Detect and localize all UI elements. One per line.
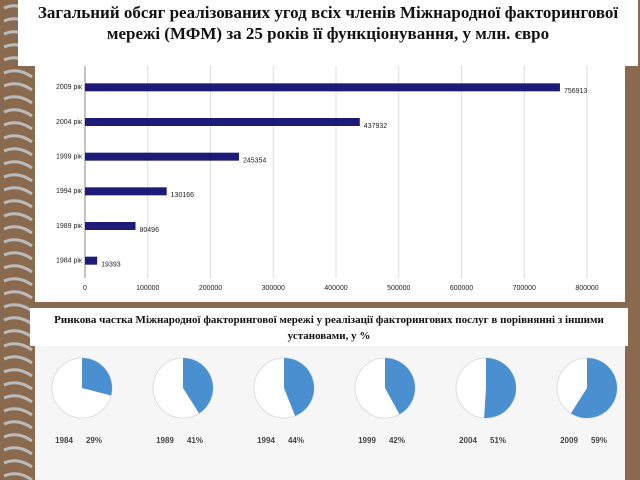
pie-year: 1989 — [156, 436, 174, 445]
value-label: 756913 — [564, 88, 587, 95]
pie-title: Ринкова частка Міжнародної факторингової… — [30, 308, 628, 346]
ring — [3, 82, 33, 92]
spiral-binding — [3, 4, 33, 480]
pie-slice — [484, 358, 517, 419]
x-tick-label: 500000 — [387, 285, 410, 292]
pie-panel — [35, 344, 625, 480]
ring — [3, 147, 33, 157]
ring — [3, 173, 33, 183]
value-label: 245354 — [243, 158, 266, 165]
ring — [3, 407, 33, 417]
x-tick-label: 800000 — [575, 285, 598, 292]
y-tick-label: 1999 рік — [56, 153, 83, 161]
pie-slice — [570, 358, 618, 419]
ring — [3, 199, 33, 209]
ring — [3, 472, 33, 480]
x-tick-label: 400000 — [324, 285, 347, 292]
pie-slice — [82, 358, 113, 396]
ring — [3, 420, 33, 430]
ring — [3, 251, 33, 261]
ring — [3, 69, 33, 79]
pie-year: 1999 — [358, 436, 376, 445]
x-tick-label: 100000 — [136, 285, 159, 292]
ring — [3, 433, 33, 443]
ring — [3, 342, 33, 352]
x-tick-label: 300000 — [262, 285, 285, 292]
bar — [85, 118, 360, 126]
bar — [85, 222, 136, 230]
bar — [85, 152, 239, 161]
ring — [3, 459, 33, 469]
ring — [3, 186, 33, 196]
ring — [3, 290, 33, 300]
ring — [3, 277, 33, 287]
y-tick-label: 1984 рік — [56, 257, 83, 265]
ring — [3, 381, 33, 391]
y-tick-label: 1994 рік — [56, 187, 83, 195]
value-label: 19393 — [101, 262, 121, 269]
x-tick-label: 200000 — [199, 285, 222, 292]
ring — [3, 134, 33, 144]
ring — [3, 446, 33, 456]
x-tick-label: 700000 — [513, 285, 536, 292]
pie-label: 42% — [389, 436, 405, 445]
pie-slice — [284, 358, 314, 416]
bar — [85, 256, 98, 265]
ring — [3, 329, 33, 339]
ring — [3, 160, 33, 170]
pie-year: 1984 — [55, 436, 73, 445]
ring — [3, 238, 33, 248]
y-tick-label: 1989 рік — [56, 222, 83, 230]
ring — [3, 355, 33, 365]
y-tick-label: 2009 рік — [56, 83, 83, 91]
pie-year: 2004 — [459, 436, 477, 445]
ring — [3, 368, 33, 378]
pie-label: 41% — [187, 436, 203, 445]
value-label: 130166 — [171, 192, 194, 199]
x-tick-label: 600000 — [450, 285, 473, 292]
ring — [3, 303, 33, 313]
pie-slice — [183, 358, 214, 414]
y-tick-label: 2004 рік — [56, 118, 83, 126]
value-label: 80496 — [140, 227, 160, 234]
ring — [3, 212, 33, 222]
pie-label: 51% — [490, 436, 506, 445]
bar-panel — [35, 62, 625, 302]
ring — [3, 95, 33, 105]
pie-label: 44% — [288, 436, 304, 445]
ring — [3, 121, 33, 131]
pie-slice — [385, 358, 416, 415]
pie-label: 29% — [86, 436, 102, 445]
ring — [3, 225, 33, 235]
x-tick-label: 0 — [83, 285, 87, 292]
ring — [3, 264, 33, 274]
ring — [3, 316, 33, 326]
bar — [85, 83, 560, 92]
pie-label: 59% — [591, 436, 607, 445]
bar — [85, 187, 167, 196]
ring — [3, 108, 33, 118]
ring — [3, 394, 33, 404]
pie-year: 1994 — [257, 436, 275, 445]
pie-year: 2009 — [560, 436, 578, 445]
value-label: 437932 — [364, 123, 387, 130]
chart-title: Загальний обсяг реалізованих угод всіх ч… — [18, 0, 638, 66]
